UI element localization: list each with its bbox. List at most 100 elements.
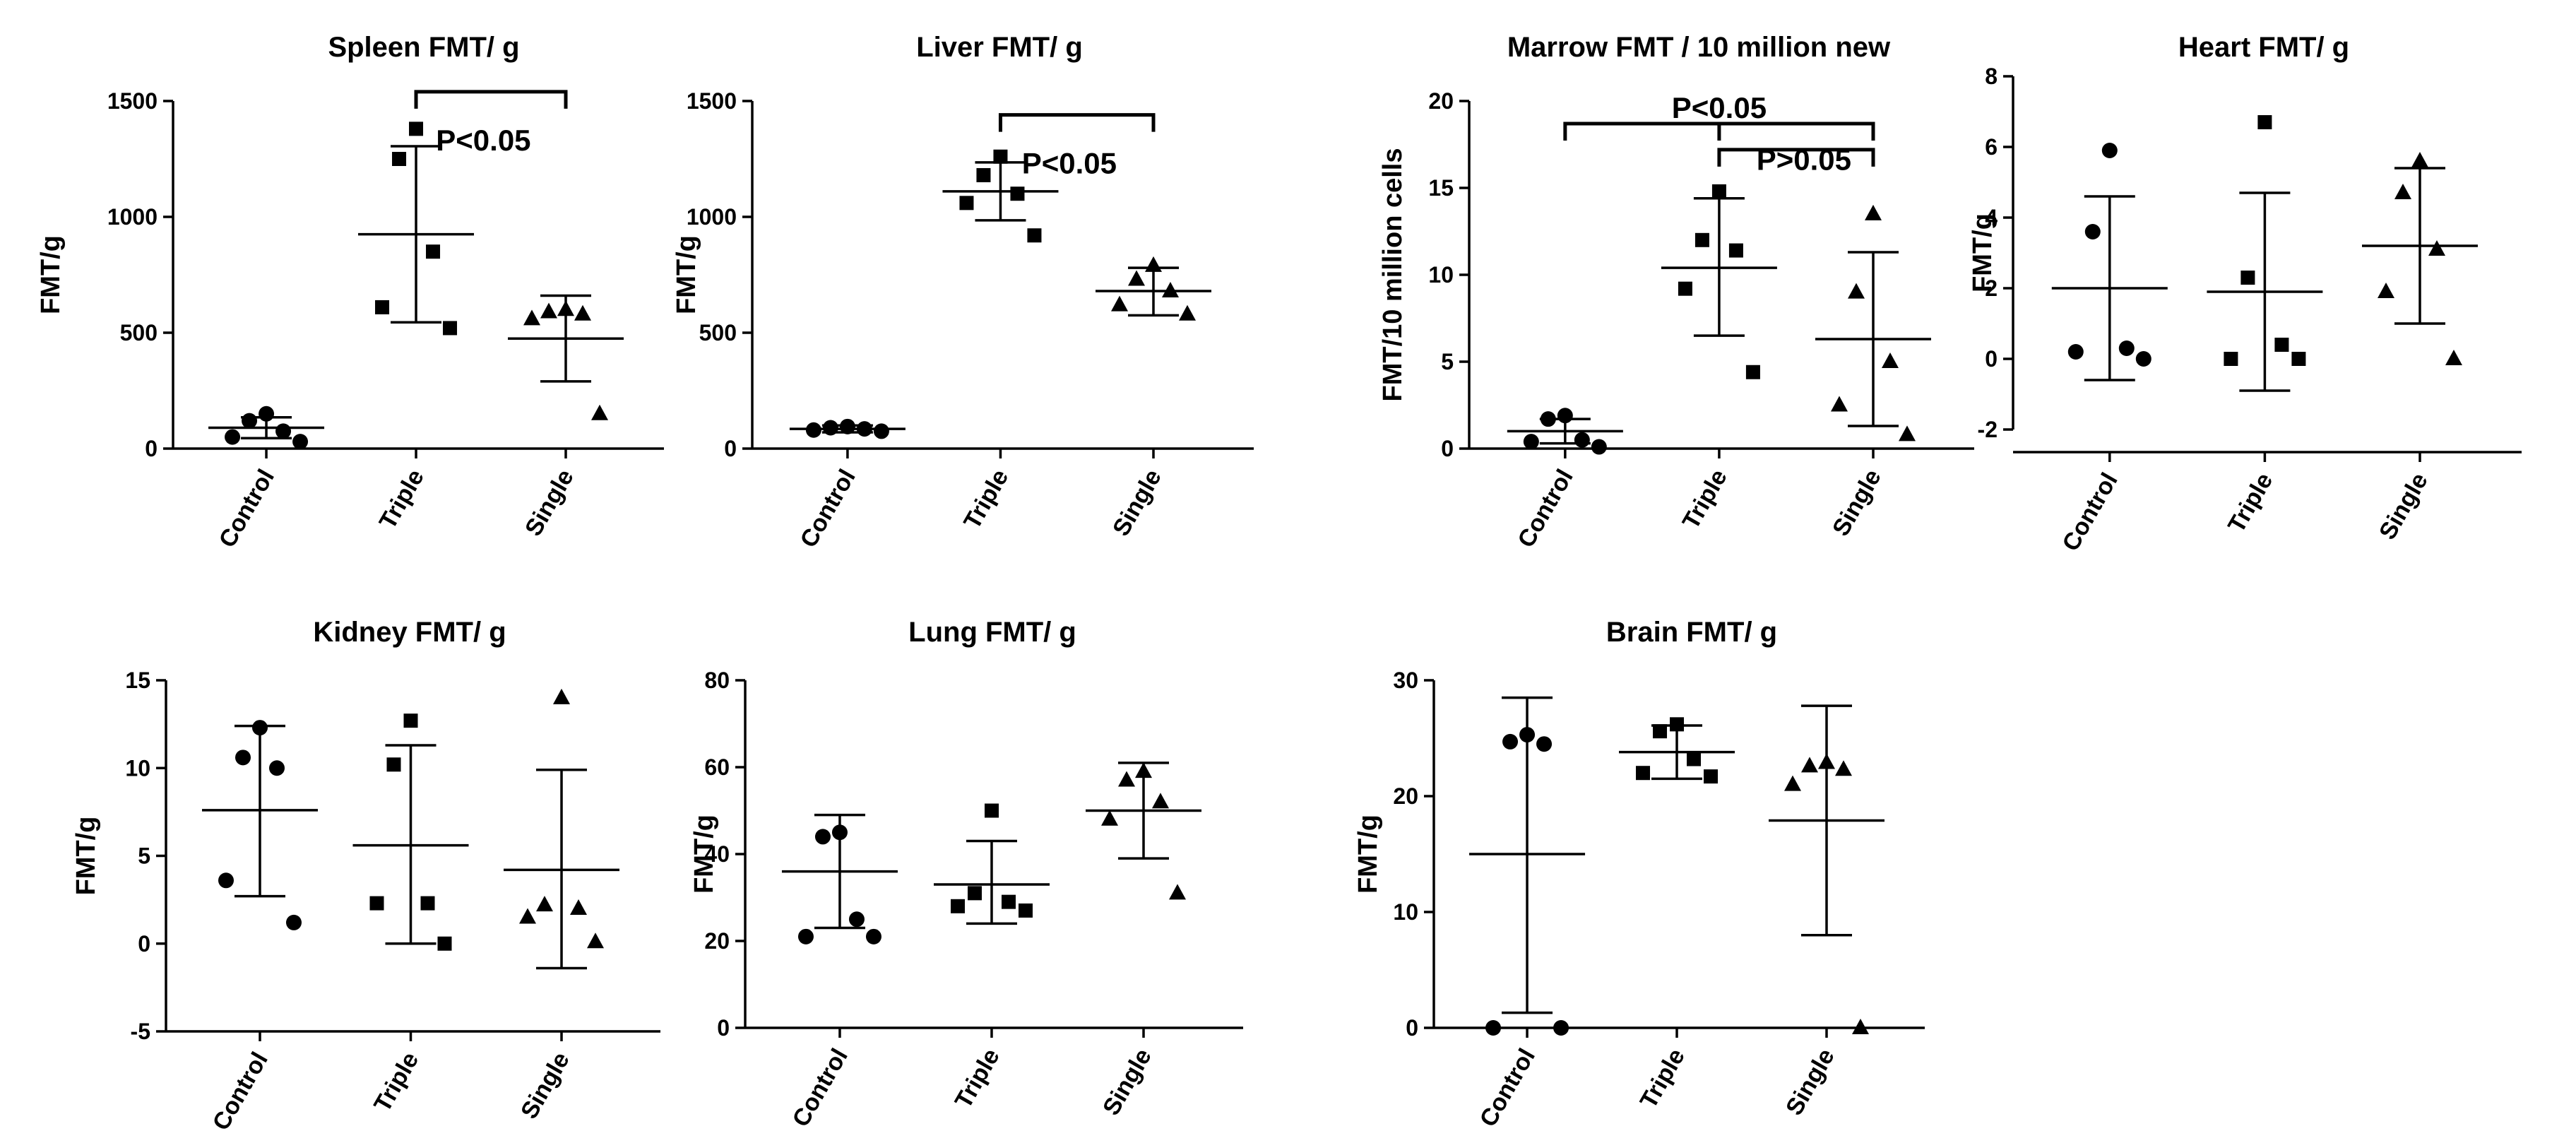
y-axis-label: FMT/g: [1968, 213, 1998, 292]
data-point-triangle: [1848, 283, 1865, 299]
data-point-circle: [1540, 411, 1556, 427]
data-point-triangle: [2411, 152, 2428, 167]
x-tick-label: Single: [520, 465, 579, 540]
x-tick-label: Single: [1827, 465, 1887, 540]
y-tick-label: 4: [1985, 205, 1998, 230]
y-axis-label: FMT/g: [71, 817, 101, 896]
y-tick-label: 10: [125, 755, 150, 781]
data-point-triangle: [1831, 396, 1848, 412]
significance-bracket: [1717, 148, 1875, 167]
chart-title: Liver FMT/ g: [916, 32, 1083, 63]
y-tick-label: 0: [145, 436, 158, 461]
x-tick-label: Single: [1781, 1044, 1840, 1120]
chart-panel: Lung FMT/ g FMT/g 0 20 40 60 80 Control Triple Si…: [689, 617, 1243, 1132]
data-point-square: [420, 896, 435, 911]
data-point-square: [2274, 338, 2289, 352]
y-tick-label: 0: [138, 931, 150, 957]
data-point-square: [426, 244, 441, 259]
data-point-circle: [848, 911, 865, 928]
data-point-circle: [1523, 434, 1539, 450]
data-point-circle: [1591, 439, 1607, 455]
data-point-circle: [225, 429, 241, 445]
chart-panel: Brain FMT/ g FMT/g 0 10 20 30 Control Triple Sin…: [1353, 617, 1925, 1132]
data-point-circle: [2067, 344, 2084, 360]
data-point-square: [386, 757, 401, 772]
data-point-circle: [2135, 351, 2151, 367]
chart-title: Heart FMT/ g: [2178, 32, 2349, 63]
data-point-square: [976, 167, 991, 182]
significance-label: P<0.05: [436, 124, 530, 157]
data-point-circle: [1536, 736, 1553, 752]
data-point-square: [1704, 769, 1719, 784]
y-tick-label: 0: [1985, 346, 1998, 372]
y-tick-label: 80: [704, 668, 730, 693]
data-point-triangle: [574, 304, 591, 321]
chart-panel: Kidney FMT/ g FMT/g -5 0 5 10 15 Control Triple S…: [71, 617, 660, 1135]
y-tick-label: 6: [1985, 134, 1998, 160]
y-tick-label: 500: [699, 320, 737, 345]
y-tick-label: 2: [1985, 276, 1998, 301]
x-tick-label: Control: [208, 1048, 273, 1135]
data-point-triangle: [1784, 775, 1801, 791]
data-point-triangle: [2428, 240, 2445, 256]
y-tick-label: 8: [1985, 64, 1998, 89]
data-point-triangle: [1152, 793, 1169, 809]
data-point-square: [967, 886, 982, 901]
x-tick-label: Single: [1108, 465, 1167, 540]
y-tick-label: 1000: [687, 204, 737, 230]
x-tick-label: Triple: [950, 1044, 1005, 1113]
data-point-triangle: [591, 404, 608, 420]
data-point-circle: [873, 423, 889, 439]
y-tick-label: 60: [704, 754, 730, 780]
data-point-square: [984, 803, 999, 818]
y-tick-label: 1000: [107, 204, 158, 230]
data-point-triangle: [523, 309, 540, 326]
data-point-circle: [252, 720, 268, 736]
x-tick-label: Control: [1475, 1044, 1541, 1132]
significance-bracket: [998, 113, 1156, 132]
data-point-square: [392, 152, 407, 166]
y-axis-label: FMT/10 million cells: [1378, 148, 1408, 402]
data-point-square: [409, 122, 424, 136]
data-point-triangle: [1818, 753, 1835, 769]
data-point-circle: [839, 418, 855, 434]
data-point-square: [443, 321, 458, 336]
data-point-square: [2240, 271, 2255, 285]
y-tick-label: 30: [1393, 668, 1418, 693]
data-point-square: [1687, 752, 1702, 766]
data-point-square: [1636, 766, 1651, 781]
data-point-circle: [865, 928, 882, 944]
data-point-circle: [259, 405, 275, 422]
data-point-square: [1728, 243, 1743, 258]
data-point-triangle: [1169, 884, 1186, 900]
y-tick-label: 0: [717, 1015, 730, 1041]
data-point-triangle: [1882, 353, 1899, 368]
data-point-square: [369, 896, 384, 911]
y-tick-label: 20: [704, 928, 730, 954]
data-point-triangle: [1128, 270, 1145, 286]
significance-label: P>0.05: [1757, 143, 1851, 177]
data-point-triangle: [1145, 256, 1162, 272]
data-point-circle: [2101, 143, 2118, 158]
data-point-circle: [1519, 727, 1536, 743]
data-point-circle: [1485, 1020, 1502, 1036]
x-tick-label: Single: [516, 1048, 575, 1123]
x-tick-label: Single: [1098, 1044, 1157, 1120]
data-point-square: [1711, 184, 1726, 199]
x-tick-label: Control: [788, 1044, 853, 1132]
y-tick-label: 15: [1428, 175, 1454, 201]
data-point-triangle: [536, 896, 553, 912]
significance-bracket: [414, 90, 568, 109]
data-point-circle: [292, 434, 309, 450]
data-point-square: [2224, 352, 2238, 366]
data-point-triangle: [587, 932, 604, 949]
data-point-square: [1694, 232, 1709, 247]
data-point-triangle: [2394, 184, 2411, 199]
x-tick-label: Triple: [374, 465, 429, 534]
y-tick-label: 5: [138, 843, 150, 869]
data-point-triangle: [1865, 204, 1882, 220]
y-tick-label: 10: [1428, 262, 1454, 288]
y-tick-label: 1500: [687, 88, 737, 114]
y-tick-label: 5: [1441, 349, 1454, 374]
data-point-square: [1010, 186, 1025, 201]
